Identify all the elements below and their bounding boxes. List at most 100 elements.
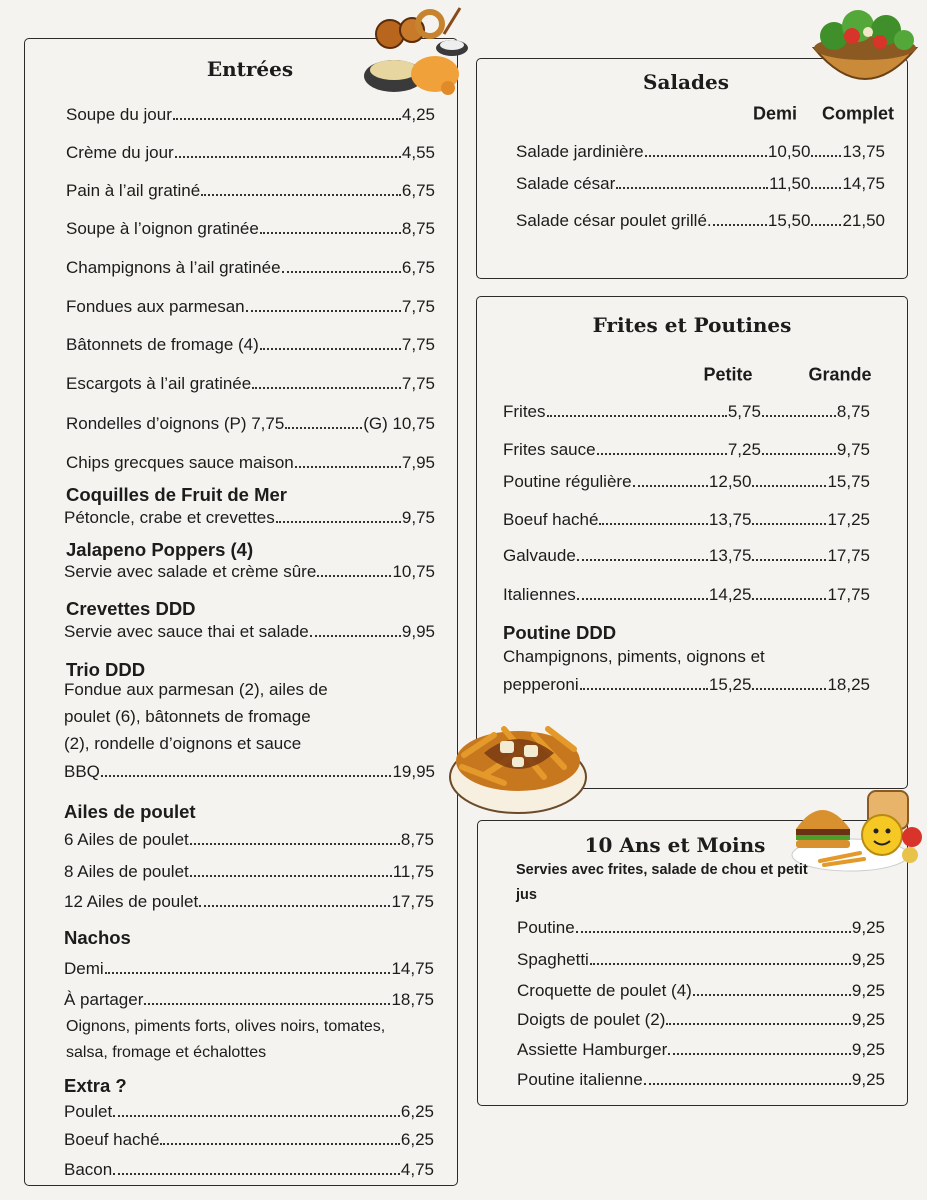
item-price: 8,75 xyxy=(401,219,435,238)
item-price: 12,50 xyxy=(708,472,752,491)
item-price: 15,75 xyxy=(827,472,870,491)
menu-item: Soupe du jour 4,25 xyxy=(66,103,435,127)
menu-item: Croquette de poulet (4) 9,25 xyxy=(517,979,885,1003)
item-name: Doigts de poulet (2) xyxy=(517,1010,666,1029)
item-name: Champignons à l’ail gratinée xyxy=(66,258,281,277)
dot-leader xyxy=(285,427,363,429)
section-heading: Poutine DDD xyxy=(503,622,617,643)
menu-item: Poutine régulière 12,50 15,75 xyxy=(503,470,870,494)
dot-leader xyxy=(113,1115,400,1117)
item-price: 9,25 xyxy=(851,1040,885,1059)
item-price: 5,75 xyxy=(727,402,761,421)
menu-item: Assiette Hamburger 9,25 xyxy=(517,1038,885,1062)
item-description: pepperoni xyxy=(503,675,579,694)
dot-leader xyxy=(596,453,727,455)
item-price: 13,75 xyxy=(708,510,752,529)
item-name: Frites sauce xyxy=(503,440,596,459)
frites-box xyxy=(476,296,908,789)
item-name: Soupe à l’oignon gratinée xyxy=(66,219,259,238)
menu-item: Bâtonnets de fromage (4) 7,75 xyxy=(66,333,435,357)
item-price: 6,75 xyxy=(401,181,435,200)
menu-item: Poutine italienne 9,25 xyxy=(517,1068,885,1092)
item-name: Crème du jour xyxy=(66,143,174,162)
item-name: Croquette de poulet (4) xyxy=(517,981,692,1000)
item-price: 4,25 xyxy=(401,105,435,124)
dot-leader xyxy=(811,224,842,226)
item-price: 4,75 xyxy=(400,1160,434,1179)
section-title: Salades xyxy=(643,70,729,94)
item-name: Salade césar xyxy=(516,174,616,193)
menu-item: pepperoni 15,25 18,25 xyxy=(503,673,870,697)
menu-item: Servie avec sauce thai et salade 9,95 xyxy=(64,620,435,644)
item-description: Champignons, piments, oignons et xyxy=(503,647,765,666)
dot-leader xyxy=(599,523,708,525)
item-name: Poutine italienne xyxy=(517,1070,643,1089)
item-name: Boeuf haché xyxy=(503,510,599,529)
section-subtitle: Servies avec frites, salade de chou et p… xyxy=(516,862,808,903)
menu-item: Frites 5,75 8,75 xyxy=(503,400,870,424)
item-price: 9,75 xyxy=(401,508,435,527)
dot-leader xyxy=(113,1173,400,1175)
item-price: 15,25 xyxy=(708,675,752,694)
poutine-illustration xyxy=(449,726,587,814)
dot-leader xyxy=(811,155,842,157)
item-name: Pain à l’ail gratiné xyxy=(66,181,201,200)
menu-item: Doigts de poulet (2) 9,25 xyxy=(517,1008,885,1032)
item-name: Salade jardinière xyxy=(516,142,644,161)
menu-item: Poutine 9,25 xyxy=(517,916,885,940)
section-heading: Coquilles de Fruit de Mer xyxy=(66,484,287,505)
menu-item: 8 Ailes de poulet 11,75 xyxy=(64,860,434,884)
item-description: (2), rondelle d’oignons et sauce xyxy=(64,734,302,753)
item-name: Spaghetti xyxy=(517,950,589,969)
dot-leader xyxy=(576,559,708,561)
dot-leader xyxy=(100,775,392,777)
dot-leader xyxy=(644,155,767,157)
dot-leader xyxy=(752,523,827,525)
section-heading: Extra ? xyxy=(64,1075,127,1096)
menu-item: À partager 18,75 xyxy=(64,988,434,1012)
menu-item: Spaghetti 9,25 xyxy=(517,948,885,972)
dot-leader xyxy=(201,194,401,196)
section-title: 10 Ans et Moins xyxy=(584,833,766,857)
dot-leader xyxy=(104,972,391,974)
menu-item: Soupe à l’oignon gratinée 8,75 xyxy=(66,217,435,241)
menu-item: Pétoncle, crabe et crevettes 9,75 xyxy=(64,506,435,530)
dot-leader xyxy=(616,187,769,189)
menu-item: Champignons à l’ail gratinée 6,75 xyxy=(66,256,435,280)
menu-item: 12 Ailes de poulet 17,75 xyxy=(64,890,434,914)
item-name: Rondelles d’oignons (P) 7,75 xyxy=(66,414,285,433)
dot-leader xyxy=(245,310,401,312)
dot-leader xyxy=(712,224,767,226)
item-name: 8 Ailes de poulet xyxy=(64,862,189,881)
item-price: 9,25 xyxy=(851,1070,885,1089)
menu-item: Salade césar poulet grillé. 15,50 21,50 xyxy=(516,209,885,233)
item-price: 9,25 xyxy=(851,1010,885,1029)
item-name: Italiennes xyxy=(503,585,576,604)
dot-leader xyxy=(174,156,401,158)
salad-illustration xyxy=(811,10,919,80)
section-heading: Jalapeno Poppers (4) xyxy=(66,539,254,560)
column-heading: Grande xyxy=(808,364,872,385)
menu-item: Servie avec salade et crème sûre 10,75 xyxy=(64,560,435,584)
dot-leader xyxy=(144,1003,391,1005)
item-price: 19,95 xyxy=(392,762,435,781)
menu-item: Escargots à l’ail gratinée 7,75 xyxy=(66,372,435,396)
item-name: Salade césar poulet grillé. xyxy=(516,211,712,230)
dot-leader xyxy=(579,688,708,690)
menu-item: Boeuf haché 6,25 xyxy=(64,1128,434,1152)
dot-leader xyxy=(259,348,401,350)
menu-item: Frites sauce 7,25 9,75 xyxy=(503,438,870,462)
dot-leader xyxy=(811,187,842,189)
dot-leader xyxy=(259,232,401,234)
dot-leader xyxy=(632,485,708,487)
column-heading: Complet xyxy=(822,103,894,124)
entrees-box xyxy=(24,38,458,1186)
menu-item: Poulet 6,25 xyxy=(64,1100,434,1124)
item-description: Fondue aux parmesan (2), ailes de xyxy=(64,680,328,699)
dot-leader xyxy=(643,1083,851,1085)
menu-item: Bacon 4,75 xyxy=(64,1158,434,1182)
dot-leader xyxy=(752,598,827,600)
appetizer-illustration xyxy=(364,7,468,95)
menu-item: Pain à l’ail gratiné 6,75 xyxy=(66,179,435,203)
